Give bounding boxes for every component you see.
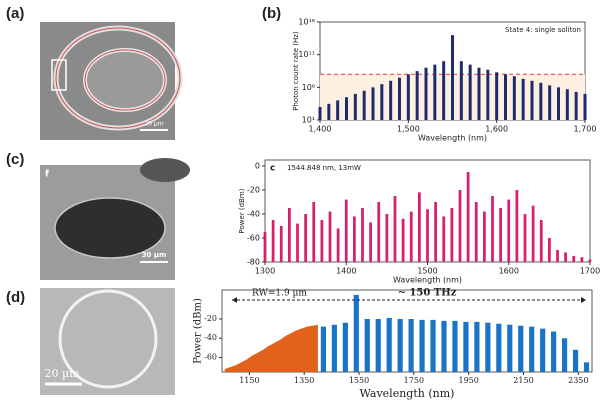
x-tick-label: 2150 xyxy=(513,376,533,385)
x-tick-label: 1600 xyxy=(499,267,519,276)
x-tick-label: 1950 xyxy=(458,376,478,385)
y-tick-label: -60 xyxy=(247,234,260,243)
x-axis-label: Wavelength (nm) xyxy=(393,276,462,285)
scale-bar-label: 30 µm xyxy=(142,251,167,259)
x-tick-label: 1400 xyxy=(336,267,356,276)
sem-image: 30 µm f xyxy=(40,158,190,280)
panel-label: (a) xyxy=(6,5,24,22)
x-tick-label: 1150 xyxy=(239,376,259,385)
x-tick-label: 2350 xyxy=(568,376,588,385)
x-tick-label: 1,500 xyxy=(397,125,420,134)
y-tick-label: -20 xyxy=(204,314,217,323)
y-axis-label: Photon count rate (Hz) xyxy=(292,31,300,111)
sem-image: 20 µm xyxy=(40,22,183,140)
panel-label: (d) xyxy=(6,289,25,306)
panel-label: (c) xyxy=(6,151,24,168)
x-tick-label: 1300 xyxy=(255,267,275,276)
y-tick-label: 10¹⁶ xyxy=(298,18,315,27)
y-axis-label: Power (dBm) xyxy=(238,188,246,233)
x-tick-label: 1700 xyxy=(580,267,600,276)
x-tick-label: 1350 xyxy=(294,376,314,385)
y-tick-label: -20 xyxy=(247,186,260,195)
y-tick-label: -40 xyxy=(247,210,260,219)
corner-label: f xyxy=(45,170,49,180)
y-tick-label: 10⁶ xyxy=(302,83,315,92)
x-tick-label: 1550 xyxy=(349,376,369,385)
y-tick-label: 10¹ xyxy=(302,116,315,125)
x-axis-label: Wavelength (nm) xyxy=(360,387,455,400)
annotation: ~ 150 THz xyxy=(398,288,457,299)
x-tick-label: 1,600 xyxy=(485,125,508,134)
corner-label: c xyxy=(270,164,275,174)
panel-label: (b) xyxy=(262,5,281,22)
y-tick-label: -60 xyxy=(204,353,217,362)
y-axis-label: Power (dBm) xyxy=(193,298,204,364)
y-tick-label: 10¹¹ xyxy=(298,50,315,59)
y-tick-label: 0 xyxy=(255,162,260,171)
y-tick-label: -80 xyxy=(247,258,260,267)
annotation: State 4: single soliton xyxy=(505,26,581,34)
x-tick-label: 1500 xyxy=(417,267,437,276)
spectrum-area xyxy=(224,324,318,372)
x-tick-label: 1,700 xyxy=(574,125,597,134)
x-tick-label: 1750 xyxy=(404,376,424,385)
x-axis-label: Wavelength (nm) xyxy=(418,134,487,143)
annotation: 1544.848 nm, 13mW xyxy=(287,164,361,172)
y-tick-label: -40 xyxy=(204,333,217,342)
scale-bar-label: 20 µm xyxy=(44,367,80,380)
annotation: RW=1.9 µm xyxy=(252,289,307,299)
scale-bar-label: 20 µm xyxy=(144,121,163,128)
sem-image: 20 µm xyxy=(40,288,175,395)
x-tick-label: 1,400 xyxy=(309,125,332,134)
